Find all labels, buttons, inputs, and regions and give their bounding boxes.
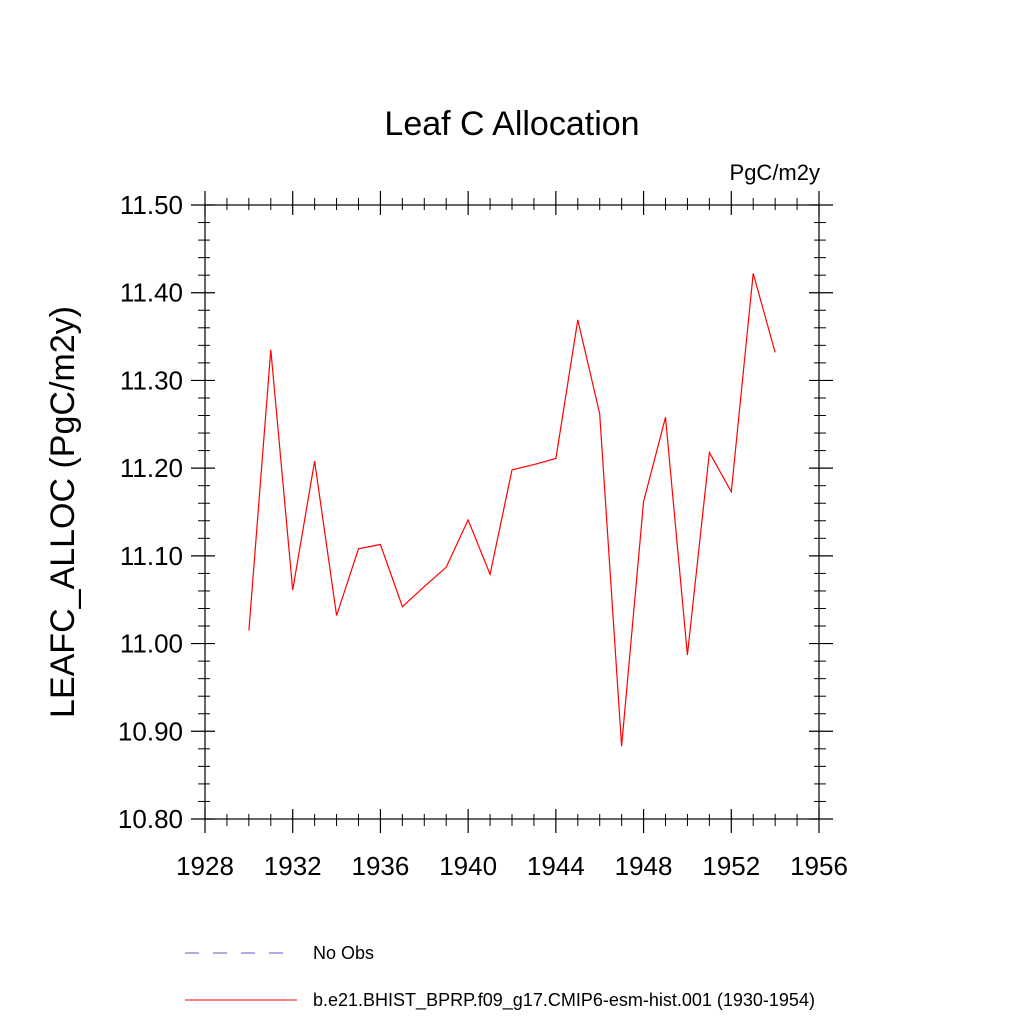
x-tick-label: 1948 (615, 851, 673, 881)
units-label: PgC/m2y (730, 160, 820, 185)
x-tick-label: 1928 (176, 851, 234, 881)
series-group (248, 273, 776, 747)
series-line (248, 273, 776, 747)
legend: No Obs b.e21.BHIST_BPRP.f09_g17.CMIP6-esm… (185, 943, 815, 1011)
x-tick-label: 1956 (790, 851, 848, 881)
axis-tick-labels: 1928 1932 1936 1940 1944 1948 1952 1956 10.80 10.… (118, 190, 848, 881)
x-tick-label: 1932 (264, 851, 322, 881)
legend-label: b.e21.BHIST_BPRP.f09_g17.CMIP6-esm-hist.… (313, 990, 815, 1011)
y-tick-label: 11.20 (120, 453, 183, 483)
x-tick-label: 1936 (352, 851, 410, 881)
chart-title: Leaf C Allocation (384, 105, 639, 143)
x-tick-label: 1952 (702, 851, 760, 881)
y-tick-label: 10.80 (118, 804, 183, 834)
y-tick-label: 10.90 (118, 716, 183, 746)
x-tick-label: 1940 (439, 851, 497, 881)
y-axis-label: LEAFC_ALLOC (PgC/m2y) (44, 306, 82, 718)
y-tick-label: 11.40 (120, 278, 183, 308)
y-tick-label: 11.30 (120, 365, 183, 395)
y-tick-label: 11.00 (120, 629, 183, 659)
legend-label: No Obs (313, 943, 374, 963)
y-tick-label: 11.10 (120, 541, 183, 571)
y-tick-label: 11.50 (120, 190, 183, 220)
plot-frame (204, 204, 820, 820)
x-tick-label: 1944 (527, 851, 585, 881)
axis-ticks (191, 191, 833, 833)
